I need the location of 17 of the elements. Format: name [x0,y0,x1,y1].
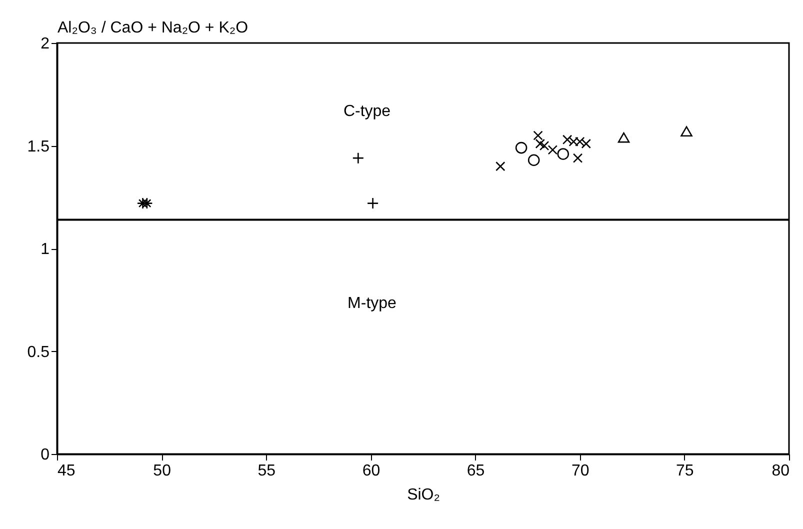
annotation: M-type [348,295,397,312]
x-tick-label: 65 [466,462,485,480]
y-tick-label: 0 [40,446,50,464]
y-tick-label: 0.5 [27,344,50,361]
y-tick-label: 2 [40,36,50,52]
x-tick-label: 75 [676,462,694,480]
annotation: C-type [343,103,391,120]
x-tick-label: 70 [571,462,590,480]
y-tick-label: 1 [40,241,50,258]
y-tick-label: 1.5 [27,138,50,156]
x-tick-label: 60 [362,462,380,480]
x-tick-label: 80 [772,462,790,480]
x-axis-title: SiO₂ [407,486,440,504]
y-axis-title: Al₂O₃ / CaO + Na₂O + K₂O [58,20,248,36]
x-tick-label: 50 [153,462,172,480]
x-tick-label: 55 [258,462,276,480]
x-tick-label: 45 [58,462,76,480]
